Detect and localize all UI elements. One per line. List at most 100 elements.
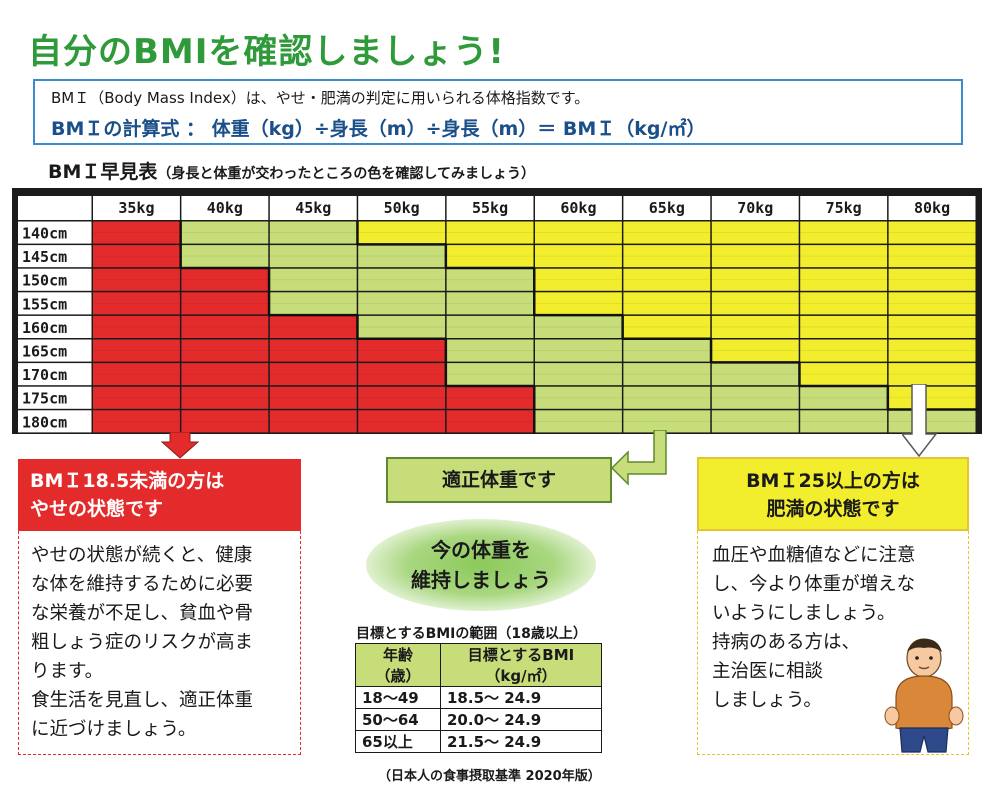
row-header-label: 180cm (22, 413, 67, 431)
column-header-cell (181, 196, 269, 220)
bmi-formula: BMＩの計算式 ： 体重（kg）÷身長（m）÷身長（m）＝ BMＩ（kg/㎡） (51, 118, 706, 140)
bmi-cell (358, 221, 446, 244)
table-row: 65以上 21.5～ 24.9 (355, 730, 602, 753)
row-header-label: 140cm (22, 225, 67, 243)
bmi-cell (800, 363, 888, 386)
advice-line: な体を維持するために必要 (31, 574, 254, 595)
bmi-description: BMＩ（Body Mass Index）は、やせ・肥満の判定に用いられる体格指数… (51, 89, 590, 107)
header-corner (18, 196, 92, 220)
bmi-cell (93, 363, 180, 386)
chart-subtitle: （身長と体重が交わったところの色を確認してみましょう） (157, 166, 535, 182)
column-header-cell (535, 196, 622, 220)
bmi-cell (269, 245, 357, 268)
bmi-cell (800, 221, 888, 244)
bmi-cell (358, 363, 446, 386)
bmi-cell (93, 221, 180, 244)
bmi-cell (535, 363, 622, 386)
bmi-cell (888, 268, 976, 291)
bmi-cell (269, 268, 357, 291)
bmi-cell (888, 363, 976, 386)
obese-heading-line1: BMＩ25以上の方は (746, 470, 920, 492)
table-row: 18～49 18.5～ 24.9 (355, 686, 602, 709)
bmi-cell (446, 363, 534, 386)
bmi-cell (93, 292, 180, 315)
bmi-cell (181, 268, 269, 291)
bmi-cell (535, 268, 622, 291)
column-header-label: 35kg (118, 199, 154, 217)
table-header-bmi: 目標とするBMI （kg/㎡） (440, 643, 602, 687)
bmi-cell (269, 363, 357, 386)
maintain-weight-bubble: 今の体重を 維持しましょう (366, 519, 596, 611)
info-box: BMＩ（Body Mass Index）は、やせ・肥満の判定に用いられる体格指数… (33, 79, 963, 145)
bmi-cell (181, 410, 269, 433)
bmi-cell (800, 292, 888, 315)
normal-heading: 適正体重です (386, 457, 612, 503)
bmi-cell (535, 221, 622, 244)
bmi-cell (358, 339, 446, 362)
bmi-cell (535, 339, 622, 362)
bmi-cell (446, 292, 534, 315)
bmi-cell (181, 386, 269, 409)
row-header-cell (18, 410, 92, 433)
bmi-cell (446, 315, 534, 338)
bmi-cell (623, 339, 711, 362)
bmi-cell (535, 292, 622, 315)
bmi-cell: 21.5～ 24.9 (440, 730, 602, 753)
page-title: 自分のBMIを確認しましょう! (28, 32, 505, 72)
row-header-cell (18, 268, 92, 291)
bmi-cell (269, 339, 357, 362)
bmi-cell (711, 386, 799, 409)
chart-heading: BMＩ早見表（身長と体重が交わったところの色を確認してみましょう） (48, 157, 535, 184)
column-header-label: 80kg (914, 199, 950, 217)
bmi-cell (623, 410, 711, 433)
target-bmi-caption: 目標とするBMIの範囲（18歳以上） (356, 626, 587, 642)
bmi-cell (535, 386, 622, 409)
bmi-cell (535, 410, 622, 433)
bmi-cell (711, 292, 799, 315)
advice-line: 持病のある方は、 (712, 632, 861, 653)
bmi-cell (623, 292, 711, 315)
underweight-heading-line1: BMＩ18.5未満の方は (30, 470, 225, 492)
age-cell: 18～49 (355, 686, 441, 709)
obese-heading-line2: 肥満の状態です (766, 498, 900, 520)
bmi-cell (888, 386, 976, 409)
header-label: 年齢 (382, 646, 413, 664)
bmi-cell (800, 339, 888, 362)
age-cell: 50～64 (355, 708, 441, 731)
bmi-cell (623, 245, 711, 268)
column-header-label: 55kg (472, 199, 508, 217)
bmi-cell (358, 245, 446, 268)
advice-line: 食生活を見直し、適正体重 (31, 690, 254, 711)
column-header-label: 70kg (737, 199, 773, 217)
advice-line: 血圧や血糖値などに注意 (712, 545, 916, 566)
bmi-cell (535, 245, 622, 268)
column-header-cell (93, 196, 180, 220)
person-illustration-icon (884, 638, 964, 753)
row-header-cell (18, 386, 92, 409)
advice-line: な栄養が不足し、貧血や骨 (31, 603, 254, 624)
bmi-cell (446, 410, 534, 433)
column-header-cell (711, 196, 799, 220)
target-bmi-table: 年齢 （歳） 目標とするBMI （kg/㎡） 18～49 18.5～ 24.9 … (355, 643, 602, 753)
column-header-cell (623, 196, 711, 220)
column-header-label: 40kg (207, 199, 243, 217)
bmi-cell (446, 245, 534, 268)
advice-line: いようにしましょう。 (712, 603, 896, 624)
bmi-cell (711, 339, 799, 362)
bmi-cell (181, 339, 269, 362)
advice-line: ります。 (31, 661, 104, 682)
bmi-cell (535, 315, 622, 338)
bmi-chart: 35kg 40kg 45kg 50kg 55kg 60kg 65kg 70kg 75kg 80kg… (12, 188, 982, 434)
bmi-cell (93, 315, 180, 338)
bmi-cell (446, 221, 534, 244)
bmi-cell (711, 363, 799, 386)
advice-line: 粗しょう症のリスクが高ま (31, 632, 254, 653)
column-header-label: 50kg (384, 199, 420, 217)
bmi-cell (446, 386, 534, 409)
column-header-cell (888, 196, 976, 220)
bmi-cell (800, 410, 888, 433)
bmi-cell (358, 292, 446, 315)
bmi-cell (711, 315, 799, 338)
bmi-cell (181, 221, 269, 244)
column-header-cell (269, 196, 357, 220)
